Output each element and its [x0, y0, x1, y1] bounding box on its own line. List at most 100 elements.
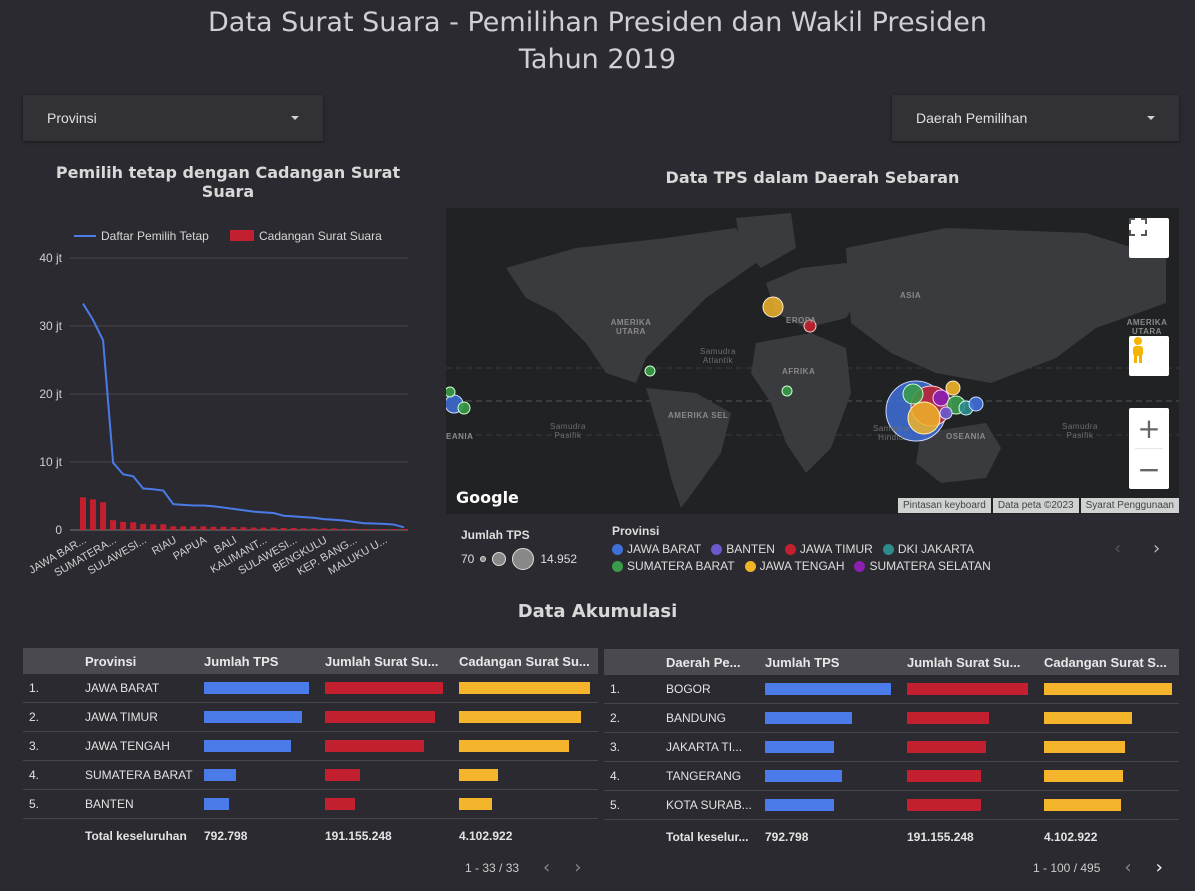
table-row[interactable]: 5. KOTA SURAB...	[604, 791, 1179, 820]
legend-item-sumatera-selatan[interactable]: SUMATERA SELATAN	[854, 559, 991, 573]
cadangan-bar	[1044, 712, 1132, 724]
cadangan-bar[interactable]	[220, 526, 227, 530]
y-tick-label: 0	[55, 523, 62, 537]
legend-item-banten[interactable]: BANTEN	[711, 542, 775, 556]
table-row[interactable]: 2. BANDUNG	[604, 704, 1179, 733]
legend-item-jawa-tengah[interactable]: JAWA TENGAH	[744, 559, 844, 573]
cadangan-bar[interactable]	[370, 529, 377, 530]
cadangan-bar[interactable]	[310, 528, 317, 530]
table-body: 1. JAWA BARAT 2. JAWA TIMUR 3. JAWA TENGAH 4. S…	[23, 674, 598, 819]
legend-item-sumatera-barat[interactable]: SUMATERA BARAT	[612, 559, 735, 573]
terms-link[interactable]: Syarat Penggunaan	[1080, 498, 1179, 513]
zoom-in-button[interactable]: +	[1137, 411, 1161, 445]
cadangan-bar[interactable]	[80, 497, 86, 530]
total-surat: 191.155.248	[325, 829, 392, 843]
row-name: SUMATERA BARAT	[85, 768, 193, 782]
tps-map[interactable]: ASIA AMERIKA UTARA EROPA AFRIKA AMERIKA …	[446, 208, 1179, 514]
table-row[interactable]: 1. JAWA BARAT	[23, 674, 598, 703]
keyboard-shortcuts-link[interactable]: Pintasan keyboard	[897, 498, 991, 513]
accumulation-title: Data Akumulasi	[517, 601, 678, 622]
table-row[interactable]: 4. SUMATERA BARAT	[23, 761, 598, 790]
provinsi-dropdown[interactable]: Provinsi	[23, 95, 323, 141]
cadangan-bar	[459, 711, 581, 723]
zoom-out-button[interactable]: −	[1137, 452, 1161, 486]
cadangan-bar[interactable]	[140, 523, 147, 530]
label-afrika: AFRIKA	[782, 367, 816, 376]
label-oseania-left: EANIA	[446, 432, 474, 441]
cadangan-bar[interactable]	[380, 529, 387, 530]
total-cadangan: 4.102.922	[1044, 830, 1098, 844]
table-row[interactable]: 1. BOGOR	[604, 675, 1179, 704]
cadangan-bar[interactable]	[300, 528, 307, 530]
header-cadangan[interactable]: Cadangan Surat Su...	[459, 653, 590, 669]
cadangan-bar[interactable]	[350, 528, 357, 530]
next-page-icon[interactable]: ›	[574, 857, 582, 878]
dpt-line[interactable]	[82, 303, 405, 529]
daerah-dropdown[interactable]: Daerah Pemilihan	[892, 95, 1179, 141]
cadangan-bar[interactable]	[401, 529, 407, 530]
cadangan-bar[interactable]	[260, 527, 267, 530]
cadangan-bar-cell	[453, 711, 598, 723]
tps-bar	[204, 740, 291, 752]
table-row[interactable]: 5. BANTEN	[23, 790, 598, 819]
pegman-button[interactable]	[1129, 336, 1169, 376]
medium-circle-icon	[492, 552, 507, 566]
right-table-pager: 1 - 100 / 495 ‹ ›	[1033, 857, 1163, 878]
header-daerah[interactable]: Daerah Pe...	[666, 654, 741, 670]
cadangan-bar[interactable]	[230, 527, 237, 530]
prev-page-icon[interactable]: ‹	[543, 857, 551, 878]
cadangan-bar[interactable]	[330, 528, 337, 530]
cadangan-bar[interactable]	[200, 526, 207, 530]
header-provinsi[interactable]: Provinsi	[85, 653, 137, 669]
header-jumlah-surat[interactable]: Jumlah Surat Su...	[907, 654, 1021, 670]
cadangan-bar[interactable]	[130, 522, 137, 530]
cadangan-bar[interactable]	[360, 529, 367, 530]
surat-bar	[907, 799, 981, 811]
legend-item-dki-jakarta[interactable]: DKI JAKARTA	[882, 542, 975, 556]
y-tick-label: 20 jt	[39, 387, 62, 401]
cadangan-bar[interactable]	[180, 526, 187, 530]
cadangan-bar[interactable]	[210, 526, 217, 530]
legend-next-icon[interactable]: ›	[1153, 538, 1161, 559]
table-row[interactable]: 2. JAWA TIMUR	[23, 703, 598, 732]
cadangan-bar[interactable]	[250, 527, 257, 530]
cadangan-bar[interactable]	[100, 502, 107, 530]
cadangan-bar[interactable]	[190, 526, 197, 530]
cadangan-bar[interactable]	[170, 526, 177, 530]
fullscreen-button[interactable]	[1129, 218, 1169, 258]
table-row[interactable]: 4. TANGERANG	[604, 762, 1179, 791]
legend-label: DKI JAKARTA	[897, 542, 975, 556]
legend-cadangan-label[interactable]: Cadangan Surat Suara	[259, 229, 382, 243]
header-cadangan[interactable]: Cadangan Surat S...	[1044, 654, 1167, 670]
legend-dot-icon	[612, 560, 623, 572]
cadangan-bar[interactable]	[390, 529, 397, 530]
header-jumlah-tps[interactable]: Jumlah TPS	[765, 654, 840, 670]
legend-item-jawa-barat[interactable]: JAWA BARAT	[612, 542, 701, 556]
table-row[interactable]: 3. JAKARTA TI...	[604, 733, 1179, 762]
next-page-icon[interactable]: ›	[1155, 857, 1163, 878]
cadangan-bar[interactable]	[120, 521, 127, 530]
cadangan-bar[interactable]	[160, 524, 167, 530]
cadangan-bar-cell	[1038, 770, 1179, 782]
cadangan-bar[interactable]	[320, 528, 327, 530]
cadangan-bar[interactable]	[240, 527, 247, 530]
tps-bar	[204, 682, 309, 694]
cadangan-bar[interactable]	[270, 527, 277, 530]
cadangan-bar[interactable]	[90, 499, 97, 530]
legend-dpt-label[interactable]: Daftar Pemilih Tetap	[101, 229, 209, 243]
y-tick-label: 40 jt	[39, 251, 62, 265]
small-circle-icon	[480, 556, 487, 562]
legend-item-jawa-timur[interactable]: JAWA TIMUR	[784, 542, 873, 556]
cadangan-bar[interactable]	[280, 527, 287, 530]
table-row[interactable]: 3. JAWA TENGAH	[23, 732, 598, 761]
cadangan-bar[interactable]	[110, 520, 117, 530]
cadangan-bar[interactable]	[150, 524, 157, 530]
header-jumlah-tps[interactable]: Jumlah TPS	[204, 653, 279, 669]
prev-page-icon[interactable]: ‹	[1124, 857, 1132, 878]
cadangan-bar	[1044, 741, 1125, 753]
cadangan-bar[interactable]	[340, 528, 347, 530]
table-total-row: Total keselur... 792.798 191.155.248 4.1…	[604, 820, 1179, 854]
legend-prev-icon[interactable]: ‹	[1114, 538, 1122, 559]
header-jumlah-surat[interactable]: Jumlah Surat Su...	[325, 653, 439, 669]
cadangan-bar[interactable]	[290, 527, 297, 530]
